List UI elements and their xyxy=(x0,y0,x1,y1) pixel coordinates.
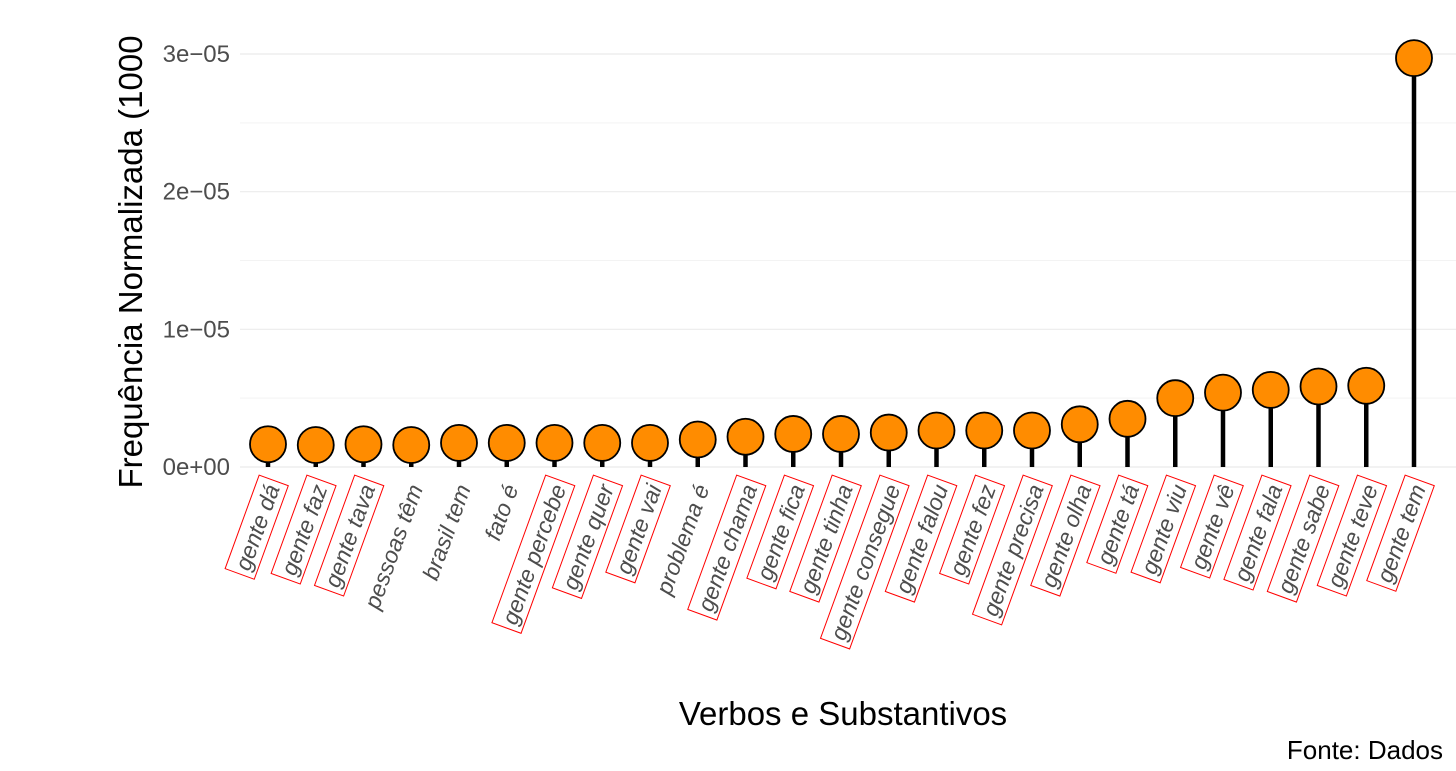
x-tick-label-box xyxy=(746,474,815,590)
lollipop-marker xyxy=(344,425,383,464)
x-axis-title: Verbos e Substantivos xyxy=(679,695,1007,732)
lollipop-marker xyxy=(1013,411,1051,450)
x-tick-label-box xyxy=(1179,474,1244,579)
x-tick-label-box xyxy=(1316,474,1388,597)
x-tick-label-box xyxy=(1030,474,1101,597)
y-axis-title: Frequência Normalizada (1000 xyxy=(112,35,149,488)
lollipop-marker xyxy=(296,426,335,464)
y-axis-ticks: 0e+00 1e−05 2e−05 3e−05 xyxy=(163,41,230,481)
lollipop-marker xyxy=(822,415,860,453)
caption: Fonte: Dados xyxy=(1287,735,1443,765)
y-tick-label: 2e−05 xyxy=(163,179,230,206)
lollipop-marker xyxy=(1108,399,1147,438)
x-tick-label-box xyxy=(1266,474,1340,603)
lollipop-markers xyxy=(249,39,1433,464)
lollipop-marker xyxy=(1347,366,1386,405)
x-tick-label-box xyxy=(884,474,958,603)
lollipop-marker xyxy=(249,425,287,464)
x-tick-label: gente faz xyxy=(276,480,333,578)
x-tick-label: gente tá xyxy=(1091,481,1144,568)
x-tick-label-box xyxy=(1086,474,1149,574)
grid xyxy=(240,53,1456,468)
lollipop-marker xyxy=(535,424,574,462)
x-tick-label-box xyxy=(1366,474,1435,592)
x-tick-label-box xyxy=(971,474,1053,626)
lollipop-marker xyxy=(965,411,1004,450)
x-tick-label-box xyxy=(313,474,385,597)
lollipop-marker xyxy=(631,424,669,462)
lollipop-marker xyxy=(487,424,526,462)
lollipop-marker xyxy=(917,411,956,450)
lollipop-marker xyxy=(1060,405,1099,444)
lollipop-marker xyxy=(774,415,813,453)
x-tick-label-box xyxy=(270,474,337,585)
x-tick-label-box xyxy=(551,474,624,600)
lollipop-marker xyxy=(1204,373,1242,412)
x-tick-group: brasil tem xyxy=(417,481,476,584)
y-tick-label: 3e−05 xyxy=(163,41,230,68)
x-tick-label-box xyxy=(938,474,1006,585)
x-tick-label-box xyxy=(224,474,289,580)
y-tick-label: 1e−05 xyxy=(163,316,230,343)
lollipop-marker xyxy=(440,424,478,462)
lollipop-marker xyxy=(869,413,908,452)
x-tick-label-box xyxy=(491,474,576,634)
x-tick-label: brasil tem xyxy=(417,481,476,584)
x-tick-group: fato é xyxy=(479,481,523,544)
x-tick-label-box xyxy=(819,474,910,650)
lollipop-marker xyxy=(392,426,431,464)
x-tick-label-box xyxy=(789,474,862,603)
x-tick-label: fato é xyxy=(479,481,523,544)
x-tick-label-box xyxy=(1223,474,1292,591)
lollipop-marker xyxy=(1156,379,1195,418)
x-tick-label-box xyxy=(1130,474,1197,584)
x-tick-label: gente fez xyxy=(944,480,1001,578)
lollipop-marker xyxy=(1395,39,1433,78)
lollipop-marker xyxy=(726,417,765,456)
lollipop-marker xyxy=(1251,371,1290,409)
x-tick-label-box xyxy=(605,474,671,584)
lollipop-marker xyxy=(678,420,717,459)
lollipop-marker xyxy=(1299,367,1338,406)
y-tick-label: 0e+00 xyxy=(163,454,230,481)
lollipop-marker xyxy=(583,424,622,462)
lollipop-stems xyxy=(265,58,1417,467)
x-tick-label-box xyxy=(687,474,767,621)
